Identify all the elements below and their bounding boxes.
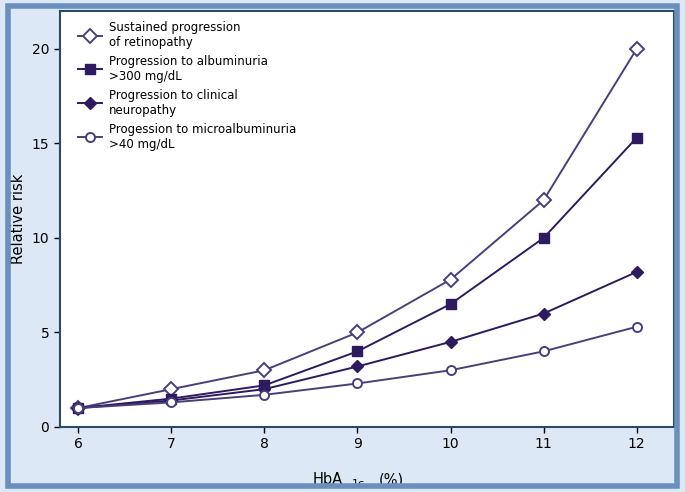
Text: HbA: HbA	[312, 472, 342, 487]
Y-axis label: Relative risk: Relative risk	[11, 174, 26, 264]
Text: 1c: 1c	[352, 479, 365, 489]
Legend: Sustained progression
of retinopathy, Progression to albuminuria
>300 mg/dL, Pro: Sustained progression of retinopathy, Pr…	[78, 21, 296, 151]
Text: (%): (%)	[379, 472, 404, 487]
